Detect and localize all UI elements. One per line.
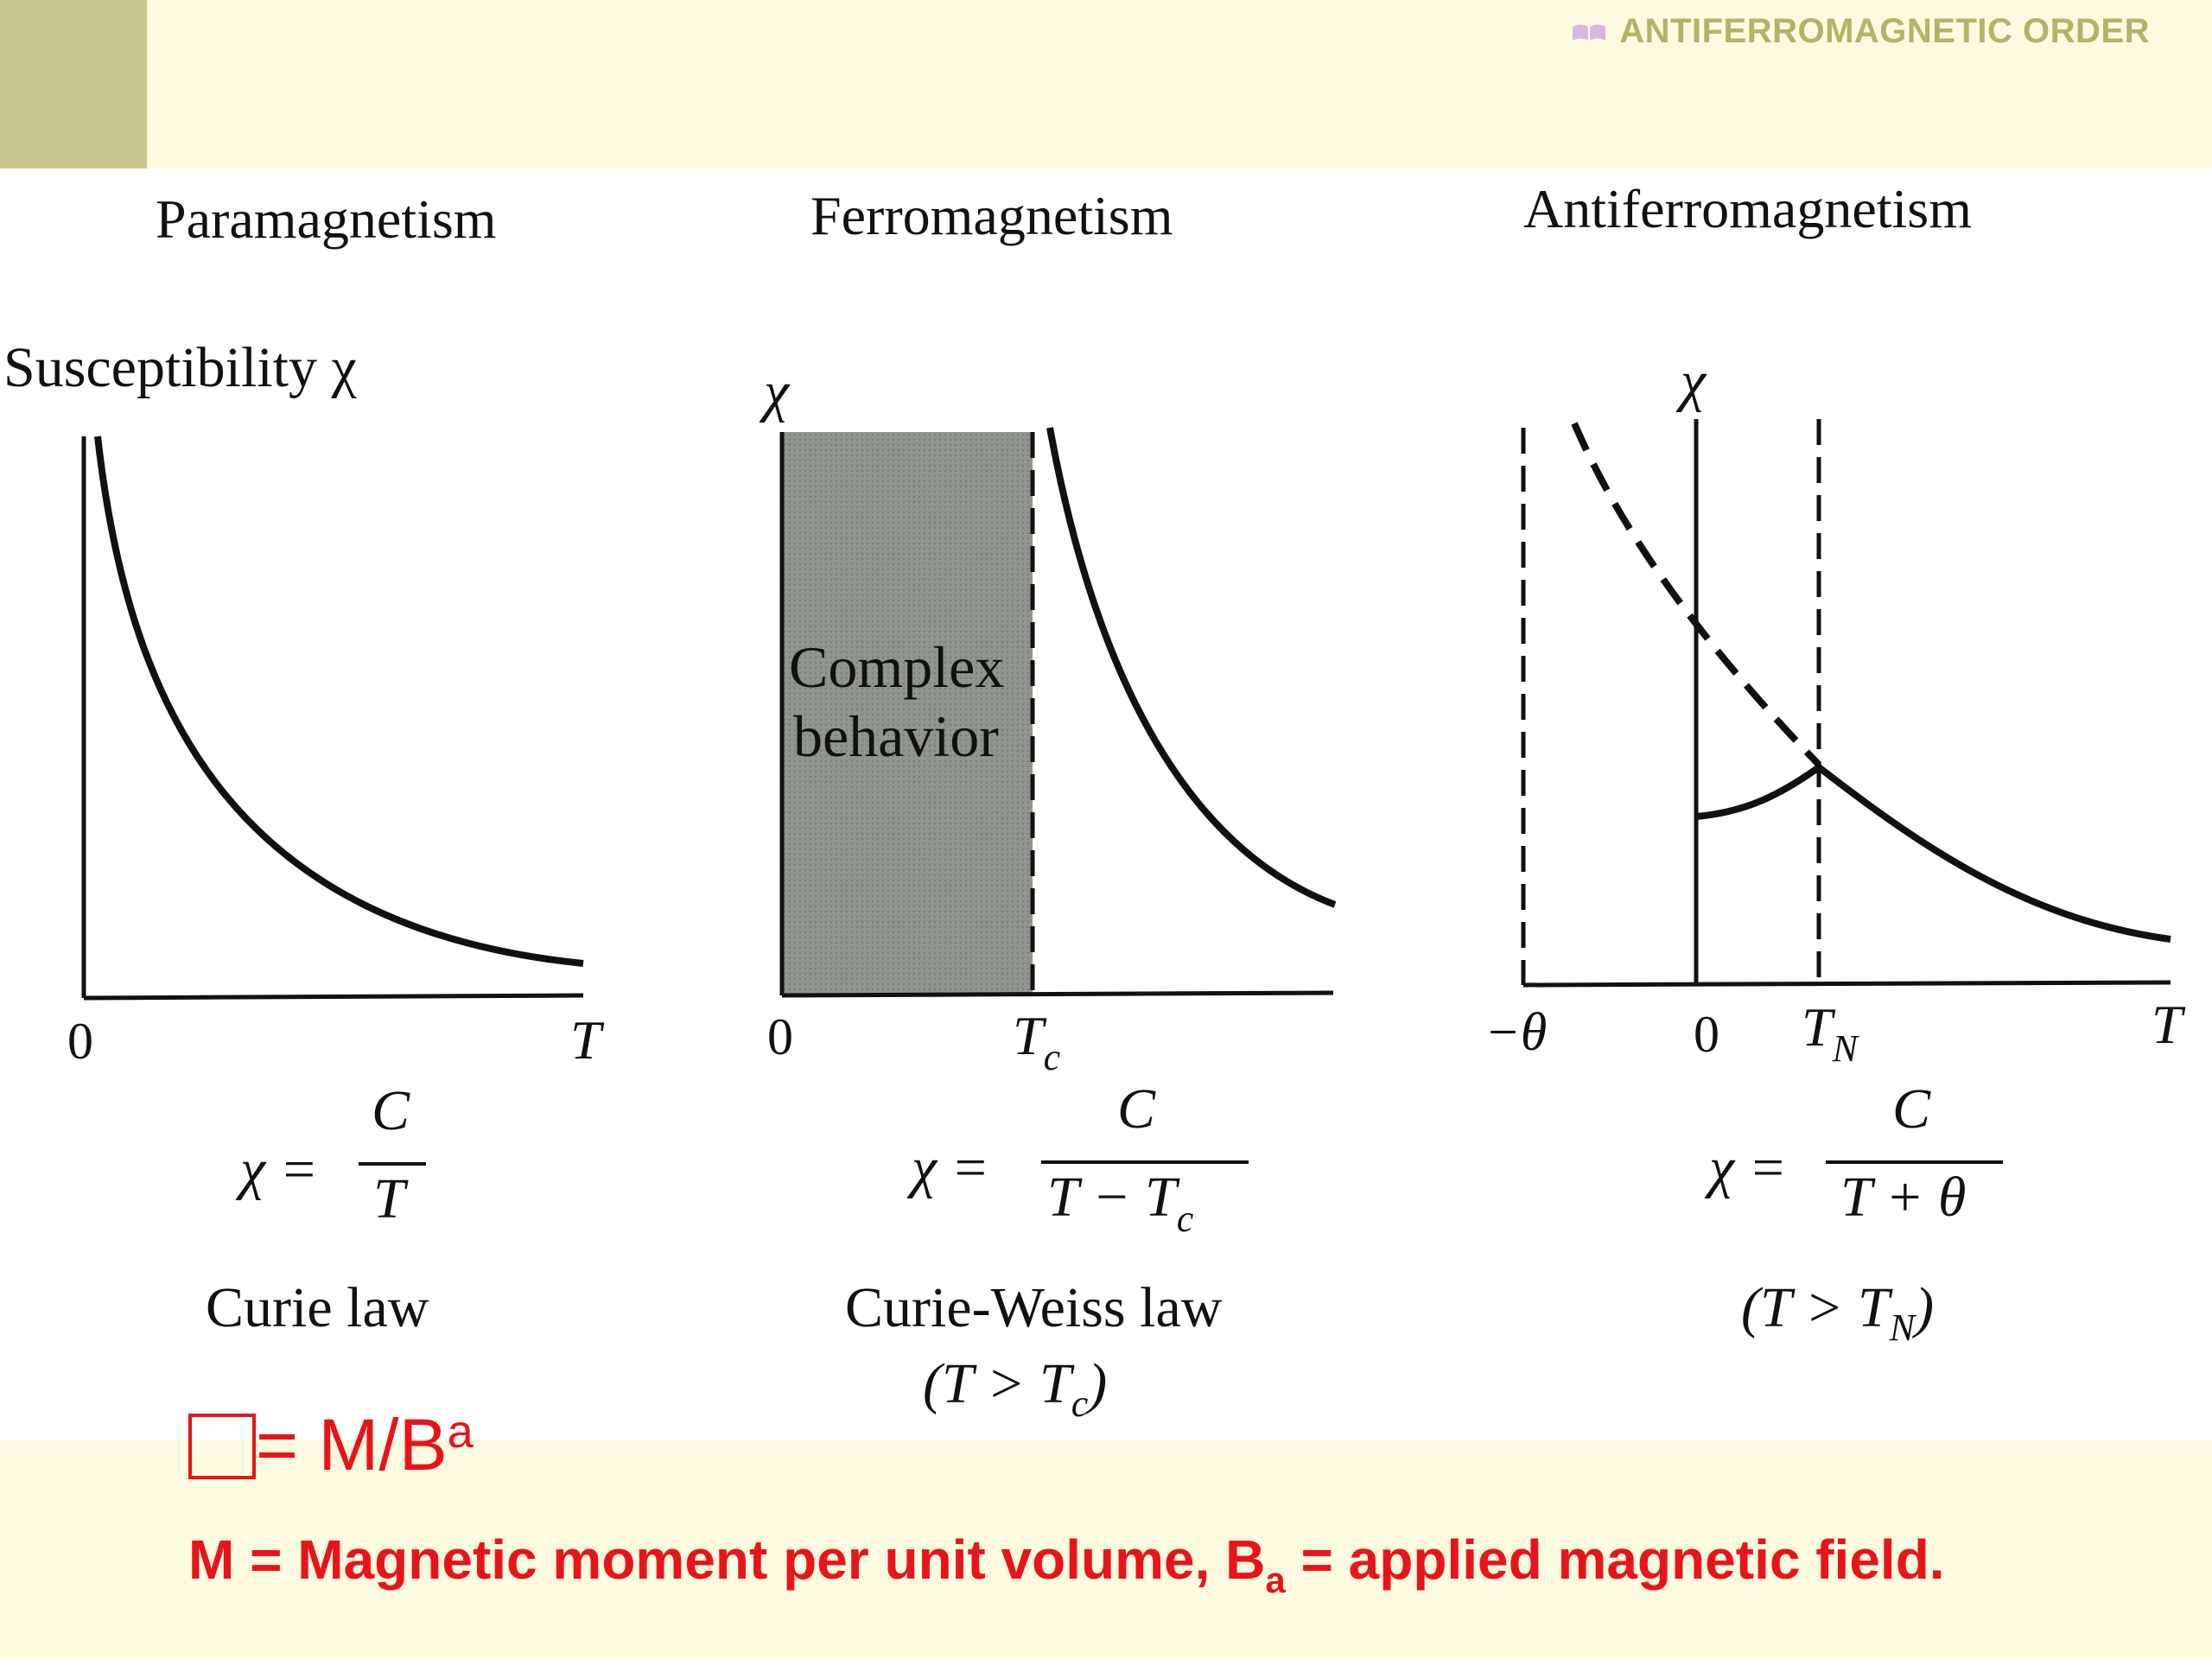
missing-glyph-box <box>188 1414 256 1479</box>
description-part-2: = applied magnetic field. <box>1285 1529 1945 1591</box>
susceptibility-diagram: Paramagnetism Susceptibility χ 0 T χ = C… <box>3 178 2186 1425</box>
anti-title: Antiferromagnetism <box>1523 178 1972 239</box>
description-part-1: M = Magnetic moment per unit volume, B <box>188 1529 1266 1591</box>
anti-x-axis <box>1522 980 2171 988</box>
notes-area <box>0 1440 2212 1659</box>
slide-title: ANTIFERROMAGNETIC ORDER <box>1619 12 2150 50</box>
anti-low-t-curve <box>1695 764 1821 820</box>
ferro-title: Ferromagnetism <box>810 185 1173 246</box>
susceptibility-definition: = M/B a <box>188 1408 474 1481</box>
definition-rhs: = M/B <box>256 1404 448 1485</box>
magnetism-figure: Paramagnetism Susceptibility χ 0 T χ = C… <box>0 168 2212 1440</box>
anti-extrapolated-curve <box>1571 422 1821 767</box>
ferro-formula-num: C <box>1117 1077 1156 1141</box>
ferro-formula-lhs: χ = <box>906 1136 989 1199</box>
anti-x-neg-theta: −θ <box>1484 1003 1547 1062</box>
anti-x-end: T <box>2152 994 2186 1055</box>
para-law-label: Curie law <box>206 1276 429 1339</box>
anti-formula-den: T + θ <box>1840 1166 1966 1229</box>
para-x-origin: 0 <box>67 1013 93 1070</box>
ferro-x-axis <box>781 990 1334 998</box>
definition-subscript: a <box>447 1406 474 1458</box>
para-formula-lhs: χ = <box>235 1138 318 1201</box>
para-formula-den: T <box>373 1167 409 1230</box>
corner-accent <box>0 0 147 168</box>
para-x-axis <box>83 993 584 1001</box>
ferro-formula-den: T − Tc <box>1047 1166 1194 1240</box>
anti-condition: (T > TN) <box>1741 1276 1934 1349</box>
slide-header: ANTIFERROMAGNETIC ORDER <box>1571 12 2150 51</box>
anti-formula-num: C <box>1892 1077 1931 1141</box>
book-icon <box>1573 24 1606 41</box>
description-subscript: a <box>1265 1560 1286 1600</box>
anti-y-label: χ <box>1675 350 1707 413</box>
para-panel: Paramagnetism Susceptibility χ 0 T χ = C… <box>3 188 605 1339</box>
anti-formula-lhs: χ = <box>1704 1136 1787 1199</box>
ferro-law-label: Curie-Weiss law <box>845 1276 1223 1339</box>
anti-panel: Antiferromagnetism χ −θ 0 TN T χ = C T +… <box>1484 178 2186 1349</box>
para-formula-num: C <box>372 1079 410 1142</box>
para-title: Paramagnetism <box>156 188 497 250</box>
anti-x-origin: 0 <box>1694 1006 1719 1063</box>
ferro-region-label-1: Complex <box>789 634 1004 700</box>
para-x-end: T <box>570 1009 605 1071</box>
anti-tn-label: TN <box>1802 996 1860 1070</box>
ferro-complex-region <box>782 432 1033 995</box>
ferro-x-origin: 0 <box>767 1008 793 1065</box>
ferro-panel: Ferromagnetism χ Complex behavior 0 Tc χ… <box>759 185 1337 1425</box>
ferro-tc-label: Tc <box>1013 1005 1061 1078</box>
para-curve <box>94 435 584 967</box>
ferro-region-label-2: behavior <box>793 703 999 769</box>
ferro-condition: (T > Tc) <box>923 1352 1107 1425</box>
ferro-y-label: χ <box>759 360 791 423</box>
para-y-label: Susceptibility χ <box>3 336 357 399</box>
symbol-description: M = Magnetic moment per unit volume, Ba … <box>188 1528 2089 1612</box>
ferro-curve <box>1046 427 1337 908</box>
anti-high-t-curve <box>1816 764 2171 943</box>
